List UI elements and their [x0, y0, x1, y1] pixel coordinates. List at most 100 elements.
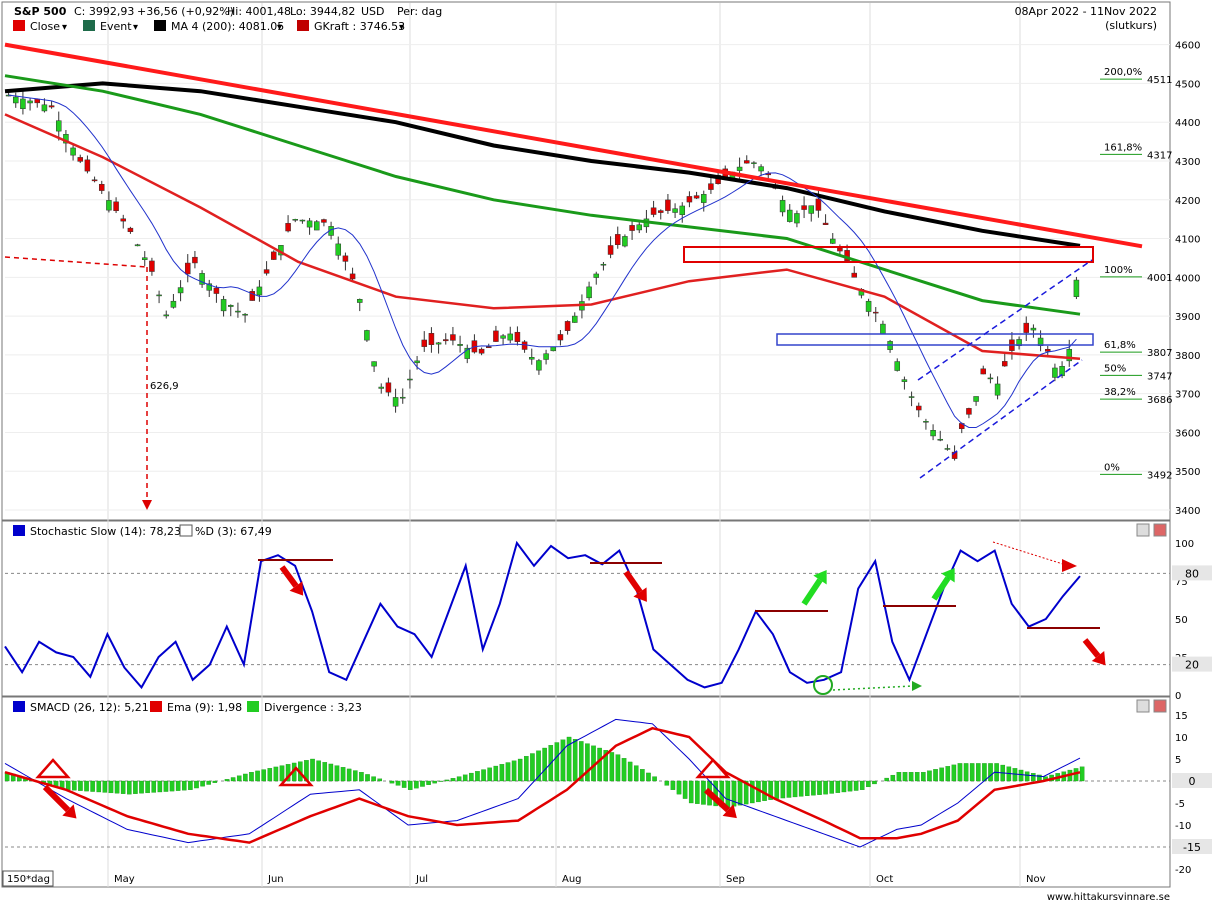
- divergence-bar: [982, 763, 987, 782]
- candle-body: [378, 386, 385, 389]
- candle-body: [794, 213, 800, 224]
- divergence-bar: [389, 780, 395, 784]
- divergence-bar: [65, 780, 71, 790]
- level-badge: [1172, 565, 1212, 581]
- divergence-bar: [334, 765, 340, 782]
- divergence-bar: [976, 763, 981, 782]
- divergence-bar: [188, 780, 193, 790]
- candle-body: [493, 330, 499, 342]
- close-icon[interactable]: [1153, 523, 1167, 537]
- candle-body: [980, 368, 987, 375]
- divergence-bar: [151, 780, 157, 793]
- divergence-bar: [908, 772, 914, 782]
- legend-stochastic[interactable]: Stochastic Slow (14): 78,23 %D (3): 67,4…: [13, 524, 272, 538]
- candle-body: [12, 96, 19, 104]
- stoch-panel-buttons[interactable]: [1136, 523, 1167, 537]
- legend-close[interactable]: Close ▾: [13, 20, 67, 33]
- candle-body: [557, 334, 564, 341]
- candle-body: [163, 314, 170, 317]
- candle-body: [170, 300, 177, 308]
- divergence-bar: [511, 760, 517, 782]
- macd-tick-label: 5: [1175, 755, 1181, 766]
- macd-tick-label: -20: [1175, 865, 1191, 876]
- divergence-bar: [670, 780, 676, 790]
- candle-body: [371, 361, 377, 367]
- macd-panel-buttons[interactable]: [1136, 699, 1167, 713]
- candle-body: [192, 256, 198, 264]
- legend-event[interactable]: Event ▾: [83, 20, 138, 33]
- divergence-bar: [139, 780, 144, 794]
- divergence-bar: [615, 754, 621, 782]
- pin-icon[interactable]: [1136, 523, 1150, 537]
- divergence-bar: [963, 763, 969, 782]
- chevron-down-icon[interactable]: ▾: [62, 22, 67, 33]
- candle-body: [356, 299, 363, 303]
- downtrend-line: [4, 42, 1143, 249]
- legend-macd[interactable]: SMACD (26, 12): 5,21 Ema (9): 1,98 Diver…: [13, 701, 362, 714]
- divergence-bar: [353, 770, 358, 782]
- candle-body: [242, 313, 248, 316]
- legend-gkraft[interactable]: GKraft : 3746.53 ▾: [297, 20, 405, 33]
- down-arrow-icon-head: [62, 804, 77, 819]
- divergence-bar: [163, 780, 169, 792]
- candle-body: [299, 219, 306, 222]
- date-range: 08Apr 2022 - 11Nov 2022: [1015, 5, 1157, 18]
- divergence-bar: [585, 743, 590, 782]
- candle-body: [672, 208, 678, 213]
- candle-body: [364, 330, 370, 341]
- candle-body: [600, 263, 607, 266]
- divergence-bar: [273, 766, 279, 782]
- candle-body: [973, 396, 979, 402]
- divergence-bar: [743, 780, 749, 805]
- svg-text:Stochastic Slow (14): 78,23: Stochastic Slow (14): 78,23: [30, 525, 181, 538]
- macd-layer: [4, 718, 1170, 848]
- fib-value-label: 3492: [1147, 470, 1172, 481]
- price-tick-label: 4200: [1175, 196, 1200, 207]
- price-tick-label: 4500: [1175, 79, 1200, 90]
- candle-body: [220, 299, 227, 312]
- main-price-layer: 626,9 200,0% 4511 161,8% 4317 100% 4001 61,8% 38…: [4, 42, 1172, 510]
- stoch-tick-label: 100: [1175, 539, 1194, 550]
- divergence-bar: [682, 780, 688, 799]
- divergence-bar: [450, 778, 456, 782]
- candle-body: [521, 341, 528, 350]
- ma200-line: [4, 81, 1081, 248]
- down-arrow-icon-head: [1091, 650, 1106, 666]
- divergence-bar: [530, 753, 535, 782]
- pin-icon[interactable]: [1136, 699, 1150, 713]
- divergence-bar: [957, 763, 963, 782]
- divergence-bar: [102, 780, 108, 793]
- candle-body: [41, 104, 48, 112]
- period-box[interactable]: [2, 870, 54, 887]
- divergence-bar: [633, 765, 639, 782]
- divergence-bar: [798, 780, 804, 797]
- stoch-tick-label: 0: [1175, 691, 1181, 702]
- ma-green-line: [4, 74, 1081, 316]
- candle-body: [385, 382, 392, 393]
- divergence-bar: [236, 775, 242, 782]
- divergence-bar: [517, 758, 523, 782]
- fib-percent-label: 50%: [1104, 363, 1126, 374]
- candle-body: [586, 286, 592, 299]
- chevron-down-icon[interactable]: ▾: [399, 22, 404, 33]
- chevron-down-icon[interactable]: ▾: [133, 22, 138, 33]
- candle-body: [923, 421, 929, 423]
- divergence-bar: [542, 747, 547, 782]
- divergence-bar: [127, 780, 132, 795]
- macd-tick-label: 10: [1175, 733, 1188, 744]
- divergence-bar: [811, 780, 816, 796]
- divergence-bar: [572, 739, 578, 782]
- candle-body: [507, 333, 514, 341]
- chevron-down-icon[interactable]: ▾: [277, 22, 282, 33]
- divergence-bar: [359, 772, 364, 782]
- axis-labels: May Jun Jul Aug Sep Oct Nov 3400 3500 3600 3700 380…: [114, 41, 1212, 885]
- close-icon[interactable]: [1153, 699, 1167, 713]
- divergence-bar: [279, 765, 285, 782]
- divergence-bar: [823, 780, 828, 795]
- macd-tick-label: -10: [1175, 821, 1191, 832]
- stoch-tick-label: 50: [1175, 615, 1188, 626]
- warning-triangle-icon: [278, 766, 314, 787]
- divergence-bar: [609, 752, 615, 782]
- legend-ma200[interactable]: MA 4 (200): 4081.05 ▾: [154, 20, 284, 33]
- target-annotation: 626,9: [150, 381, 179, 392]
